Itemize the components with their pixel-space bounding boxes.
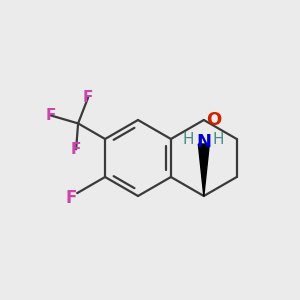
Polygon shape bbox=[198, 144, 209, 196]
Text: F: F bbox=[46, 108, 56, 123]
Text: N: N bbox=[196, 133, 211, 151]
Text: H: H bbox=[212, 133, 224, 148]
Text: F: F bbox=[71, 142, 81, 157]
Text: F: F bbox=[65, 189, 76, 207]
Text: O: O bbox=[206, 111, 221, 129]
Text: F: F bbox=[83, 90, 93, 105]
Text: H: H bbox=[182, 133, 194, 148]
